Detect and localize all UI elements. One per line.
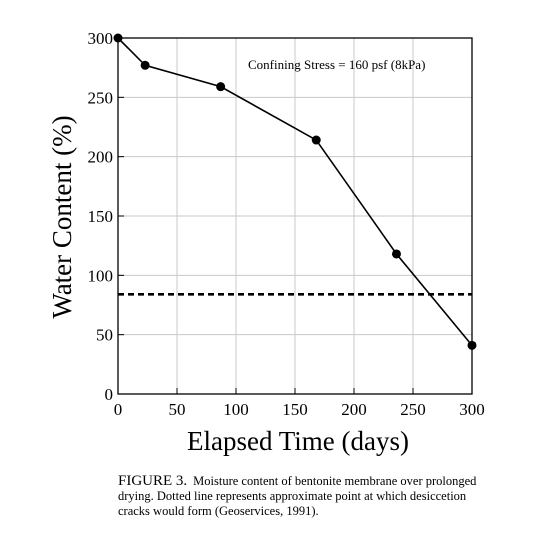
y-tick-label: 0	[105, 385, 114, 404]
y-axis-ticks: 0 50 100 150 200 250 300	[88, 29, 124, 404]
y-tick-label: 200	[88, 148, 114, 167]
data-point	[140, 60, 150, 70]
y-tick-label: 150	[88, 207, 114, 226]
grid	[118, 38, 472, 394]
confining-stress-annotation: Confining Stress = 160 psf (8kPa)	[248, 57, 425, 72]
data-point	[216, 82, 226, 92]
caption-text: Moisture content of bentonite membrane o…	[118, 474, 477, 518]
x-axis-title: Elapsed Time (days)	[187, 426, 409, 456]
series-line	[117, 37, 473, 346]
data-point	[113, 33, 123, 43]
x-tick-label: 250	[400, 400, 426, 419]
x-tick-label: 0	[114, 400, 123, 419]
x-tick-label: 150	[282, 400, 308, 419]
figure-caption: FIGURE 3. Moisture content of bentonite m…	[118, 474, 490, 519]
x-axis-ticks: 0 50 100 150 200 250 300	[114, 388, 485, 419]
y-tick-label: 300	[88, 29, 114, 48]
x-tick-label: 300	[459, 400, 485, 419]
x-tick-label: 200	[341, 400, 367, 419]
water-content-chart: 0 50 100 150 200 250 300 0 50 100 150 200 250 300 Co…	[47, 29, 485, 456]
data-point	[467, 340, 477, 350]
y-axis-title: Water Content (%)	[47, 115, 77, 318]
x-tick-label: 50	[169, 400, 186, 419]
data-point	[391, 249, 401, 259]
y-tick-label: 100	[88, 266, 114, 285]
x-tick-label: 100	[223, 400, 249, 419]
y-tick-label: 50	[96, 326, 113, 345]
y-tick-label: 250	[88, 88, 114, 107]
data-points	[113, 33, 477, 350]
data-point	[311, 135, 321, 145]
figure-number: FIGURE 3.	[118, 473, 188, 489]
